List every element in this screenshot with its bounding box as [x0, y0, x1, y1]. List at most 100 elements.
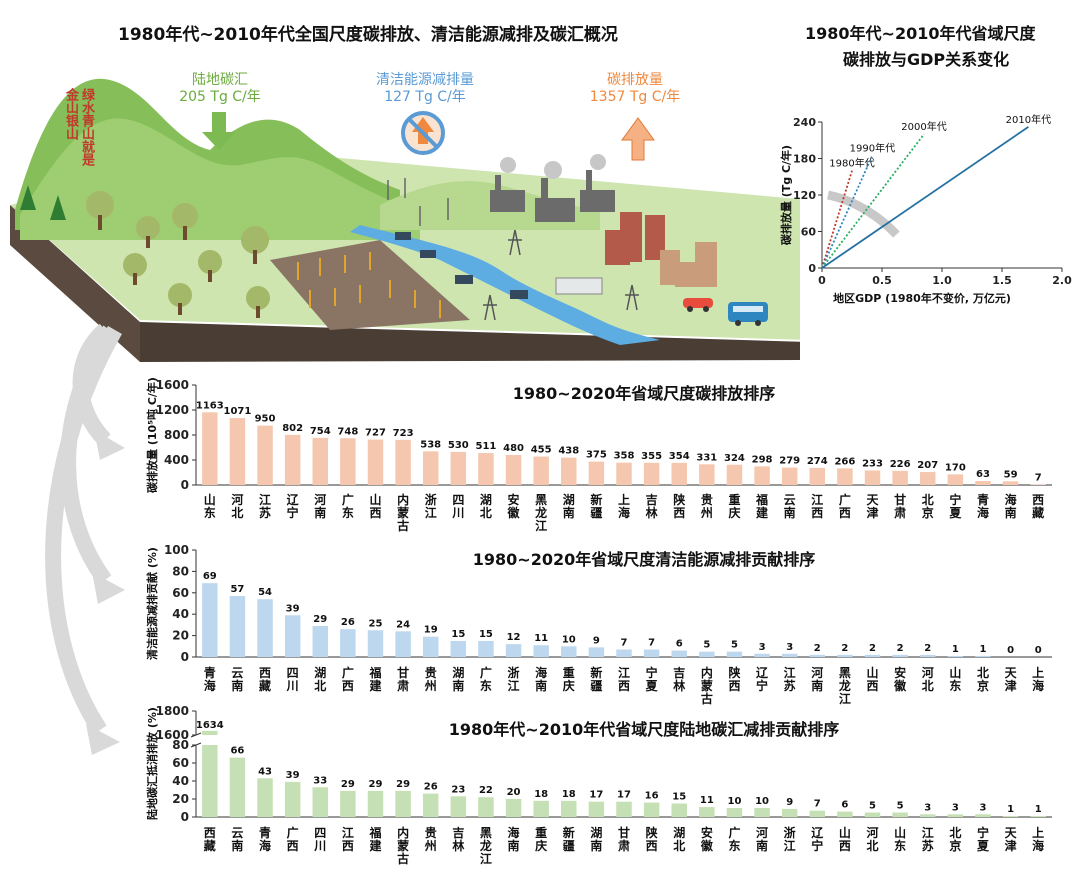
bar — [864, 812, 881, 817]
y-tick-label: 60 — [172, 756, 189, 770]
bar-value-label: 29 — [313, 614, 327, 625]
y-tick-label: 0 — [181, 650, 189, 664]
bar-y-axis-label: 清洁能源减排贡献 (%) — [145, 547, 159, 660]
category-label-char: 上 — [1032, 825, 1044, 840]
category-label-char: 庆 — [562, 678, 575, 693]
category-label-char: 宁 — [977, 825, 989, 840]
y-tick-label: 60 — [172, 586, 189, 600]
category-label-char: 广 — [342, 492, 354, 507]
category-label-char: 西 — [811, 506, 823, 520]
wheat-icon — [297, 252, 441, 318]
category-label-char: 北 — [977, 665, 989, 680]
bar-value-label: 1071 — [223, 406, 251, 417]
clean-energy-label: 清洁能源减排量 127 Tg C/年 — [360, 72, 490, 106]
category-label-char: 西 — [259, 666, 271, 680]
category-label-char: 西 — [369, 506, 381, 520]
bar-value-label: 0 — [1035, 645, 1042, 656]
category-label-char: 蒙 — [397, 838, 409, 853]
category-label-char: 西 — [1032, 493, 1044, 507]
category-label-char: 山 — [867, 665, 879, 680]
bar-value-label: 43 — [258, 766, 272, 777]
bar-value-label: 324 — [724, 453, 745, 464]
bar-value-label: 19 — [424, 625, 438, 636]
category-label-char: 江 — [425, 505, 437, 520]
x-tick-label: 0.5 — [872, 274, 892, 287]
category-label-char: 北 — [480, 505, 492, 520]
category-label-char: 林 — [673, 678, 685, 693]
category-label-char: 广 — [839, 492, 851, 507]
category-label-char: 津 — [1005, 678, 1017, 693]
category-label-char: 西 — [618, 679, 630, 693]
bar-value-label: 6 — [676, 639, 683, 650]
bar-chart-title: 1980~2020年省域尺度清洁能源减排贡献排序 — [473, 550, 815, 569]
bar — [837, 468, 853, 485]
bar — [920, 472, 936, 485]
category-label-char: 川 — [451, 506, 464, 520]
category-label-char: 古 — [397, 851, 409, 866]
bar — [340, 790, 356, 817]
bar — [367, 630, 384, 657]
x-tick-label: 1.0 — [932, 274, 952, 287]
category-label-char: 天 — [867, 493, 880, 507]
category-label-char: 内 — [397, 825, 409, 840]
category-label-char: 夏 — [977, 839, 990, 853]
bar — [643, 462, 660, 485]
emission-label: 碳排放量 1357 Tg C/年 — [575, 72, 695, 106]
category-label-char: 广 — [287, 825, 299, 840]
bar-value-label: 5 — [703, 640, 710, 651]
category-label-char: 黑 — [839, 666, 851, 680]
bar — [781, 808, 798, 817]
bar-value-label: 354 — [669, 451, 690, 462]
bar-value-label: 29 — [369, 779, 383, 790]
bar-value-label: 10 — [727, 796, 741, 807]
bar — [561, 646, 577, 657]
bar — [781, 467, 798, 485]
bar — [892, 812, 908, 817]
bar-value-label: 10 — [562, 634, 576, 645]
bar — [643, 802, 660, 817]
gdp-chart-title-line1: 1980年代~2010年代省域尺度 — [805, 24, 1036, 43]
category-label-char: 云 — [231, 666, 243, 680]
category-label-char: 辽 — [756, 666, 769, 680]
category-label-char: 江 — [535, 518, 547, 533]
category-label-char: 东 — [894, 838, 906, 853]
category-label-char: 黑 — [480, 826, 492, 840]
category-label-char: 辽 — [811, 826, 824, 840]
category-label-char: 古 — [397, 518, 409, 533]
y-tick-label: 100 — [164, 543, 189, 557]
category-label-char: 湖 — [314, 665, 326, 680]
category-label-char: 辽 — [287, 493, 300, 507]
bar-value-label: 9 — [593, 635, 600, 646]
bar — [257, 778, 273, 817]
no-emission-icon — [401, 111, 445, 155]
category-label-char: 广 — [342, 665, 354, 680]
category-label-char: 海 — [1032, 678, 1044, 693]
bar-value-label: 7 — [648, 638, 655, 649]
category-label-char: 夏 — [949, 506, 962, 520]
bar-value-label: 10 — [755, 796, 769, 807]
emission-name: 碳排放量 — [607, 72, 663, 88]
category-label-char: 河 — [230, 492, 243, 507]
bar-value-label: 2 — [814, 643, 821, 654]
y-tick-label: 120 — [793, 189, 816, 202]
category-label-char: 肃 — [618, 838, 630, 853]
bar — [699, 807, 715, 817]
category-label-char: 东 — [949, 678, 961, 693]
y-tick-label: 400 — [164, 453, 189, 467]
category-label-char: 津 — [867, 505, 879, 520]
car-icon — [683, 298, 713, 312]
bar-value-label: 950 — [255, 414, 276, 425]
bar-value-label: 298 — [752, 454, 773, 465]
category-label-char: 四 — [452, 493, 464, 507]
category-label-char: 南 — [784, 505, 796, 520]
bar — [202, 583, 218, 657]
category-label-char: 海 — [1032, 838, 1044, 853]
category-label-char: 南 — [508, 838, 520, 853]
bar — [809, 654, 826, 657]
bar — [671, 650, 687, 657]
bar — [257, 425, 273, 485]
category-label-char: 河 — [755, 825, 768, 840]
bar — [1002, 481, 1019, 485]
bar — [892, 654, 908, 657]
bar-value-label: 26 — [341, 617, 355, 628]
